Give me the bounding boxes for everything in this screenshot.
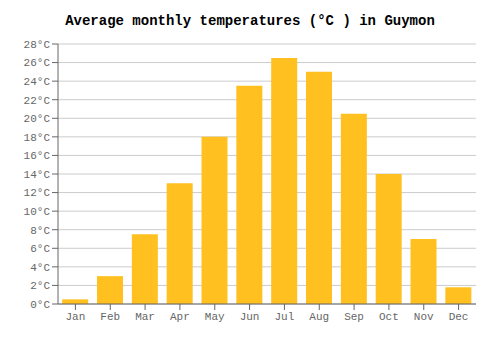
svg-text:May: May [205, 311, 225, 323]
svg-text:Jan: Jan [66, 311, 86, 323]
svg-text:10°C: 10°C [24, 206, 51, 218]
svg-text:22°C: 22°C [24, 95, 51, 107]
svg-text:2°C: 2°C [30, 280, 50, 292]
svg-text:14°C: 14°C [24, 169, 51, 181]
svg-text:20°C: 20°C [24, 113, 51, 125]
svg-text:24°C: 24°C [24, 76, 51, 88]
svg-text:6°C: 6°C [30, 243, 50, 255]
svg-text:Aug: Aug [309, 311, 329, 323]
svg-text:16°C: 16°C [24, 150, 51, 162]
svg-text:Oct: Oct [379, 311, 399, 323]
svg-text:Apr: Apr [170, 311, 190, 323]
svg-text:Jul: Jul [275, 311, 295, 323]
svg-text:Sep: Sep [344, 311, 364, 323]
svg-text:0°C: 0°C [30, 299, 50, 311]
svg-text:Dec: Dec [449, 311, 469, 323]
svg-text:Feb: Feb [100, 311, 120, 323]
svg-text:18°C: 18°C [24, 132, 51, 144]
html-text:Average monthly temperatures (: Average monthly temperatures (°C ) in Gu… [65, 13, 435, 29]
svg-text:4°C: 4°C [30, 262, 50, 274]
svg-text:26°C: 26°C [24, 57, 51, 69]
svg-text:8°C: 8°C [30, 225, 50, 237]
svg-text:Mar: Mar [135, 311, 155, 323]
svg-text:Nov: Nov [414, 311, 434, 323]
svg-text:28°C: 28°C [24, 39, 51, 51]
svg-text:12°C: 12°C [24, 187, 51, 199]
svg-text:Jun: Jun [240, 311, 260, 323]
